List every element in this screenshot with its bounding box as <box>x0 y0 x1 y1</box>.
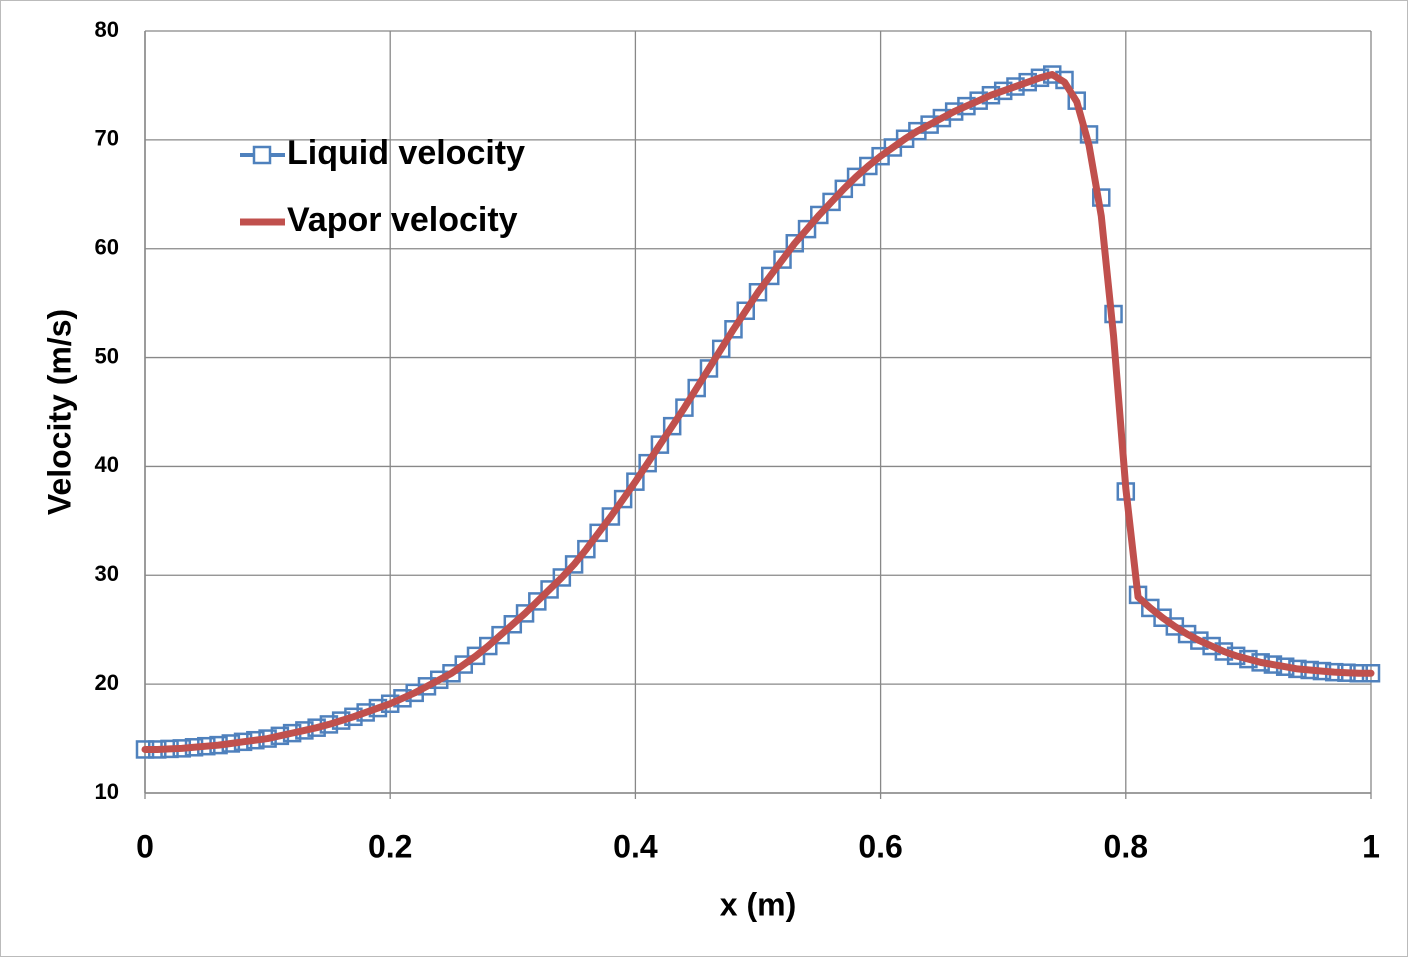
marker <box>564 555 584 574</box>
marker <box>761 266 780 286</box>
marker <box>687 378 706 398</box>
x-tick-label: 0.6 <box>858 828 902 864</box>
x-tick-label: 1 <box>1362 828 1380 864</box>
marker <box>932 108 952 128</box>
marker <box>613 489 633 509</box>
legend-marker <box>252 145 272 165</box>
y-tick-label: 30 <box>95 561 119 586</box>
marker <box>626 472 645 491</box>
marker <box>920 115 939 134</box>
marker <box>552 568 572 587</box>
x-tick-label: 0.8 <box>1104 828 1148 864</box>
x-axis-title: x (m) <box>720 886 796 922</box>
x-tick-label: 0.4 <box>613 828 658 864</box>
marker <box>748 283 768 302</box>
marker <box>638 453 657 473</box>
x-tick-label: 0.2 <box>368 828 412 864</box>
marker <box>662 416 682 436</box>
marker <box>724 320 743 339</box>
marker <box>540 580 559 599</box>
marker <box>417 677 437 696</box>
marker <box>503 615 523 634</box>
legend-label: Vapor velocity <box>287 201 518 239</box>
y-tick-label: 80 <box>95 17 119 42</box>
marker <box>736 301 755 321</box>
y-tick-label: 60 <box>95 235 119 260</box>
marker <box>711 339 731 359</box>
marker <box>822 192 841 212</box>
marker <box>601 507 621 526</box>
marker <box>466 646 486 666</box>
marker <box>650 435 670 454</box>
marker <box>1177 624 1197 644</box>
marker <box>834 179 854 199</box>
y-tick-label: 50 <box>95 343 119 368</box>
marker <box>859 156 878 176</box>
legend-label: Liquid velocity <box>287 134 525 172</box>
marker <box>810 205 829 225</box>
marker <box>699 359 719 378</box>
marker <box>515 604 535 623</box>
marker <box>846 167 866 187</box>
marker <box>1141 598 1160 618</box>
y-axis-title: Velocity (m/s) <box>41 309 77 515</box>
marker <box>908 121 927 141</box>
marker <box>675 398 694 417</box>
marker <box>429 670 449 690</box>
marker <box>785 234 805 253</box>
marker <box>528 592 547 611</box>
x-tick-label: 0 <box>136 828 154 864</box>
y-tick-label: 20 <box>95 670 119 695</box>
y-tick-label: 40 <box>95 452 119 477</box>
marker <box>491 625 510 645</box>
marker <box>773 250 792 269</box>
marker <box>577 539 596 559</box>
y-tick-label: 10 <box>95 779 119 804</box>
marker <box>589 523 608 543</box>
line <box>141 71 1375 753</box>
y-tick-label: 70 <box>95 126 119 151</box>
marker <box>479 636 498 656</box>
marker <box>797 219 817 239</box>
